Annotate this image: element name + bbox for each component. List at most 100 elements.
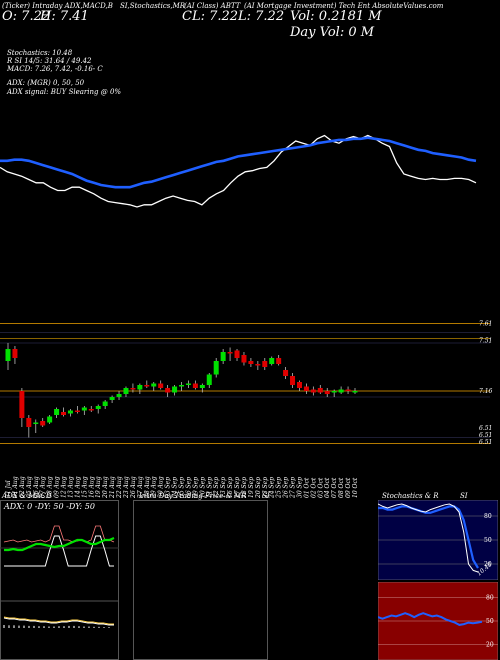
header-close: CL: 7.22: [182, 9, 239, 24]
date-tick-label: 02 Aug: [19, 476, 26, 498]
stochastics-tick-label: 50: [484, 537, 492, 544]
price-tick-label: 6.51: [479, 432, 492, 439]
date-tick-label: 05 Sep: [179, 477, 186, 498]
date-tick-label: 23 Sep: [262, 477, 269, 499]
date-tick-label: 16 Sep: [227, 477, 234, 498]
date-tick-label: 27 Aug: [137, 476, 144, 499]
stochastics-tick-label: 20: [484, 561, 492, 568]
date-tick-label: 04 Sep: [172, 477, 179, 498]
date-tick-label: 26 Aug: [130, 476, 137, 499]
date-tick-label: 06 Aug: [33, 476, 40, 498]
stochastics-title-right: SI: [460, 492, 468, 500]
moving-average-chart: [0, 134, 477, 208]
candle-body: [213, 361, 219, 375]
date-tick-label: 25 Sep: [276, 477, 283, 499]
candle-body: [165, 388, 171, 393]
date-tick-label: 24 Sep: [269, 477, 276, 499]
date-tick-label: 05 Aug: [26, 476, 33, 498]
candle-body: [144, 385, 150, 387]
candle-body: [179, 385, 184, 387]
adx-red-line: [3, 525, 115, 543]
candle-body: [137, 385, 143, 390]
date-tick-label: 13 Sep: [220, 477, 227, 498]
candle-body: [241, 355, 247, 363]
date-tick-label: 30 Aug: [158, 476, 165, 498]
price-tick-label: 6.51: [479, 439, 492, 446]
candle-body: [172, 386, 178, 393]
date-tick-label: 03 Sep: [165, 477, 172, 498]
candle-body: [199, 385, 205, 388]
candle-body: [248, 361, 254, 364]
candle-body: [33, 422, 39, 424]
adx-panel-frame: [0, 500, 119, 660]
date-tick-label: 22 Aug: [116, 476, 123, 499]
candle-body: [54, 409, 60, 415]
date-tick-label: 28 Aug: [144, 476, 151, 499]
candle-body: [276, 358, 282, 364]
stochastics-k-line: [378, 503, 479, 573]
candle-body: [206, 374, 212, 385]
candle-body: [74, 410, 80, 412]
candle-body: [255, 364, 261, 366]
date-tick-label: 14 Aug: [74, 476, 81, 498]
candle-body: [19, 391, 25, 418]
macd-signal-line: [3, 616, 114, 625]
header-open: O: 7.22: [2, 9, 51, 24]
header-ticker-mid: SI,Stochastics,MR: [120, 2, 186, 10]
candle-body: [67, 410, 73, 414]
candle-body: [130, 388, 136, 390]
header-volume: Vol: 0.2181 M: [290, 9, 382, 24]
date-tick-label: 03 Oct: [317, 477, 324, 498]
candle-body: [338, 389, 344, 393]
date-tick-label: 09 Aug: [54, 476, 61, 498]
candle-body: [158, 383, 164, 388]
price-tick-label: 7.61: [479, 321, 492, 328]
date-tick-label: 18 Sep: [241, 477, 248, 498]
header-ticker-symbol: (AI Class) ABTT: [184, 2, 241, 10]
price-tick-label: 7.16: [479, 388, 493, 395]
adx-macd-title: ADX & MACD: [2, 492, 52, 500]
rsi-tick-label: 80: [486, 595, 494, 602]
date-tick-label: 20 Aug: [102, 476, 109, 499]
indicator-adx: ADX: (MGR) 0, 50, 50: [7, 79, 85, 87]
candle-body: [317, 388, 323, 393]
candle-body: [324, 391, 330, 394]
adx-green-line: [4, 536, 115, 552]
date-tick-label: 27 Sep: [290, 477, 297, 499]
intraday-title-right: SI: [262, 492, 270, 500]
candlestick-chart: 31 Jul 01 Aug 02 Aug 05 Aug 06 Aug 07 Aug 08 A…: [0, 321, 493, 499]
header-day-volume: Day Vol: 0 M: [290, 25, 375, 40]
adx-values-label: ADX: 0 -DY: 50 -DY: 50: [4, 502, 95, 511]
date-tick-label: 17 Sep: [234, 477, 241, 498]
candle-body: [303, 386, 309, 391]
adx-white-line: [4, 535, 114, 567]
candle-body: [26, 418, 32, 427]
adx-panel: [0, 500, 119, 660]
candle-body: [269, 358, 275, 364]
header-company: (AI Mortgage Investment) Tech Ent Absolu…: [244, 2, 444, 10]
candle-body: [262, 361, 268, 367]
date-tick-label: 06 Sep: [185, 477, 192, 498]
date-tick-label: 31 Jul: [5, 480, 12, 498]
date-tick-label: 09 Oct: [345, 477, 352, 498]
macd-line: [3, 617, 114, 626]
candle-body: [40, 421, 46, 426]
rsi-line: [378, 612, 483, 626]
candle-body: [116, 394, 122, 397]
candle-body: [290, 376, 296, 385]
indicator-adx-signal: ADX signal: BUY Slearing @ 0%: [7, 88, 122, 96]
date-tick-label: 07 Aug: [40, 476, 47, 498]
candle-body: [151, 383, 157, 387]
date-tick-label: 01 Oct: [303, 477, 310, 498]
stochastics-d-line: [378, 505, 479, 569]
date-tick-label: 07 Oct: [331, 477, 338, 498]
candle-body: [234, 350, 240, 358]
date-tick-label: 13 Aug: [67, 476, 74, 498]
date-tick-label: 09 Sep: [192, 477, 199, 498]
candle-body: [81, 407, 87, 411]
candle-body: [61, 412, 67, 415]
candle-body: [352, 391, 358, 393]
date-tick-label: 21 Aug: [109, 476, 116, 499]
candle-body: [102, 401, 108, 406]
date-tick-label: 12 Aug: [61, 476, 68, 498]
